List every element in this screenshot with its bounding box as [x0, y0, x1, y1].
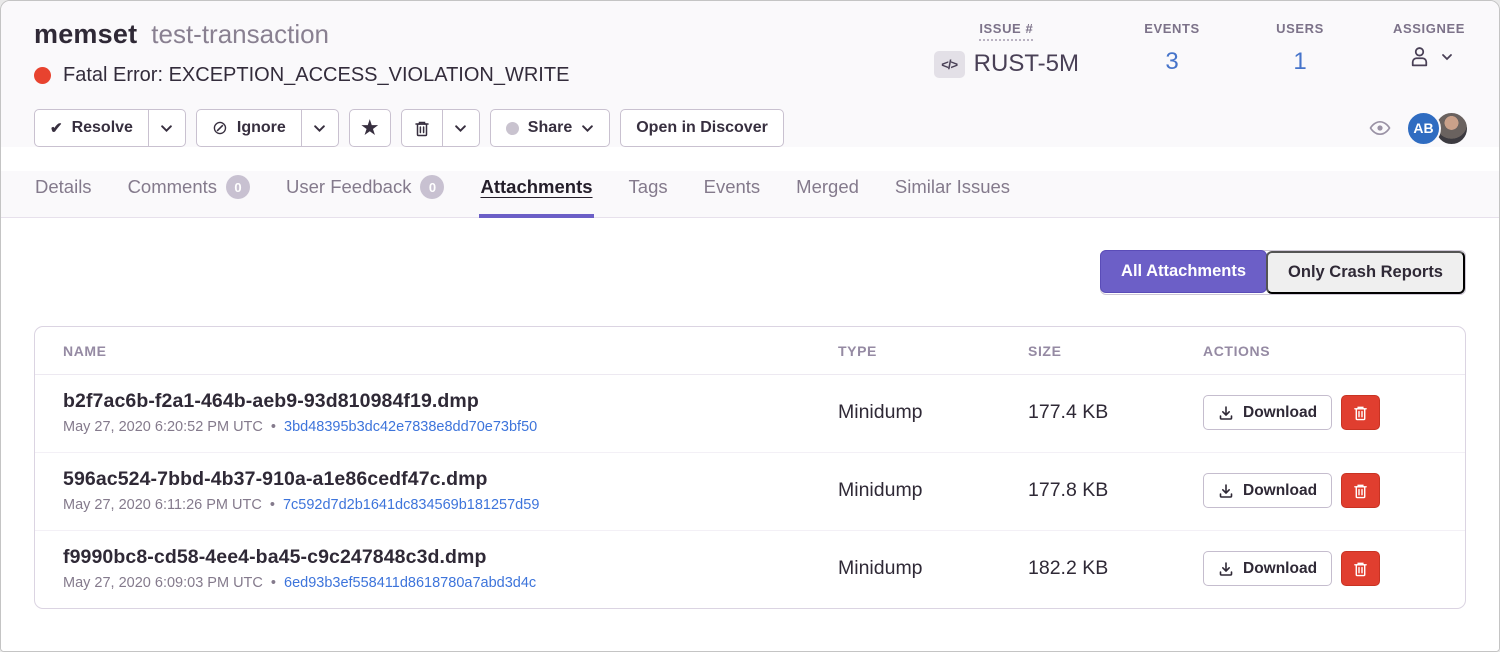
attachment-filter-group: All Attachments Only Crash Reports — [1100, 250, 1466, 295]
bookmark-star-button[interactable]: ★ — [348, 109, 391, 147]
share-button[interactable]: Share — [489, 109, 611, 147]
tab-events[interactable]: Events — [703, 176, 761, 197]
delete-attachment-button[interactable] — [1341, 473, 1381, 508]
trash-icon — [414, 120, 430, 137]
assignee-dropdown[interactable] — [1407, 44, 1452, 69]
trash-icon — [1353, 561, 1368, 577]
download-button[interactable]: Download — [1203, 473, 1333, 508]
attachment-date: May 27, 2020 6:11:26 PM UTC — [63, 497, 266, 513]
attachment-event-link[interactable]: 7c592d7d2b1641dc834569b181257d59 — [278, 497, 540, 513]
delete-attachment-button[interactable] — [1341, 551, 1381, 586]
page-subtitle: test-transaction — [151, 19, 330, 49]
page-title: memset — [34, 19, 138, 49]
stat-issue-number: ISSUE # </> RUST-5M — [933, 21, 1080, 78]
issue-number-value[interactable]: RUST-5M — [973, 50, 1080, 77]
column-header-name: NAME — [63, 342, 107, 359]
resolve-button[interactable]: ✔ Resolve — [34, 109, 149, 147]
assignee-label: ASSIGNEE — [1393, 21, 1465, 36]
tab-count-badge: 0 — [420, 175, 445, 199]
person-icon — [1407, 44, 1432, 69]
subscribe-eye-icon[interactable] — [1368, 116, 1392, 140]
open-in-discover-button[interactable]: Open in Discover — [620, 109, 784, 147]
error-level-dot — [34, 67, 51, 84]
tab-user-feedback[interactable]: User Feedback 0 — [285, 171, 445, 218]
stat-users: USERS 1 — [1265, 21, 1335, 78]
error-message: Fatal Error: EXCEPTION_ACCESS_VIOLATION_… — [63, 64, 570, 86]
resolve-dropdown-button[interactable] — [148, 109, 186, 147]
issue-tabs: Details Comments 0 User Feedback 0 Attac… — [1, 171, 1499, 218]
attachment-file-name: b2f7ac6b-f2a1-464b-aeb9-93d810984f19.dmp — [63, 390, 479, 412]
attachment-row: f9990bc8-cd58-4ee4-ba45-c9c247848c3d.dmp… — [35, 531, 1465, 608]
participant-avatars: AB — [1406, 110, 1469, 146]
tab-tags[interactable]: Tags — [628, 176, 668, 197]
issue-stats: ISSUE # </> RUST-5M EVENTS 3 USERS 1 ASS… — [933, 19, 1465, 78]
events-label: EVENTS — [1144, 21, 1200, 36]
tab-comments[interactable]: Comments 0 — [127, 171, 251, 218]
trash-icon — [1353, 405, 1368, 421]
share-status-dot — [505, 121, 519, 135]
star-icon: ★ — [361, 117, 379, 139]
ignore-button[interactable]: ⊘ Ignore — [195, 109, 302, 147]
attachments-content: All Attachments Only Crash Reports NAME … — [1, 218, 1499, 651]
tab-similar-issues[interactable]: Similar Issues — [894, 176, 1011, 197]
action-toolbar: ✔ Resolve ⊘ Ignore — [34, 109, 1469, 147]
users-label: USERS — [1276, 21, 1324, 36]
attachment-event-link[interactable]: 6ed93b3ef558411d8618780a7abd3d4c — [279, 575, 537, 591]
users-count[interactable]: 1 — [1293, 48, 1307, 75]
issue-number-label: ISSUE # — [979, 21, 1034, 41]
attachment-event-link[interactable]: 3bd48395b3dc42e7838e8dd70e73bf50 — [279, 419, 538, 435]
download-icon — [1218, 405, 1234, 421]
ignore-icon: ⊘ — [211, 117, 228, 139]
ignore-dropdown-button[interactable] — [301, 109, 339, 147]
filter-only-crash-reports-button[interactable]: Only Crash Reports — [1266, 251, 1465, 294]
chevron-down-icon — [1441, 51, 1452, 62]
delete-dropdown-button[interactable] — [442, 109, 480, 147]
filter-all-attachments-button[interactable]: All Attachments — [1100, 250, 1268, 293]
attachment-type: Minidump — [838, 401, 923, 423]
attachment-size: 177.4 KB — [1028, 401, 1109, 423]
column-header-size: SIZE — [1028, 342, 1062, 359]
stat-events: EVENTS 3 — [1137, 21, 1207, 78]
attachment-date: May 27, 2020 6:20:52 PM UTC — [63, 419, 267, 435]
tab-count-badge: 0 — [226, 175, 251, 199]
attachment-row: b2f7ac6b-f2a1-464b-aeb9-93d810984f19.dmp… — [35, 375, 1465, 453]
avatar-initials[interactable]: AB — [1406, 110, 1441, 146]
attachment-row: 596ac524-7bbd-4b37-910a-a1e86cedf47c.dmp… — [35, 453, 1465, 531]
attachment-type: Minidump — [838, 557, 923, 579]
attachment-size: 182.2 KB — [1028, 557, 1109, 579]
tab-details[interactable]: Details — [35, 176, 92, 197]
events-count[interactable]: 3 — [1165, 48, 1179, 75]
tab-merged[interactable]: Merged — [796, 176, 859, 197]
download-button[interactable]: Download — [1203, 395, 1333, 430]
attachment-file-name: 596ac524-7bbd-4b37-910a-a1e86cedf47c.dmp — [63, 468, 488, 490]
attachment-size: 177.8 KB — [1028, 479, 1109, 501]
download-button[interactable]: Download — [1203, 551, 1333, 586]
download-icon — [1218, 561, 1234, 577]
code-icon: </> — [933, 50, 965, 78]
column-header-actions: ACTIONS — [1203, 342, 1271, 359]
delete-issue-button[interactable] — [400, 109, 443, 147]
attachments-table: NAME TYPE SIZE ACTIONS b2f7ac6b-f2a1-464… — [34, 326, 1466, 609]
attachment-date: May 27, 2020 6:09:03 PM UTC — [63, 575, 267, 591]
check-icon: ✔ — [50, 120, 63, 137]
stat-assignee: ASSIGNEE — [1393, 21, 1465, 78]
issue-header: memset test-transaction Fatal Error: EXC… — [1, 1, 1499, 147]
download-icon — [1218, 483, 1234, 499]
trash-icon — [1353, 483, 1368, 499]
delete-attachment-button[interactable] — [1341, 395, 1381, 430]
attachment-type: Minidump — [838, 479, 923, 501]
tab-attachments[interactable]: Attachments — [479, 171, 594, 218]
attachment-file-name: f9990bc8-cd58-4ee4-ba45-c9c247848c3d.dmp — [63, 546, 487, 568]
column-header-type: TYPE — [838, 342, 877, 359]
table-header: NAME TYPE SIZE ACTIONS — [35, 327, 1465, 375]
